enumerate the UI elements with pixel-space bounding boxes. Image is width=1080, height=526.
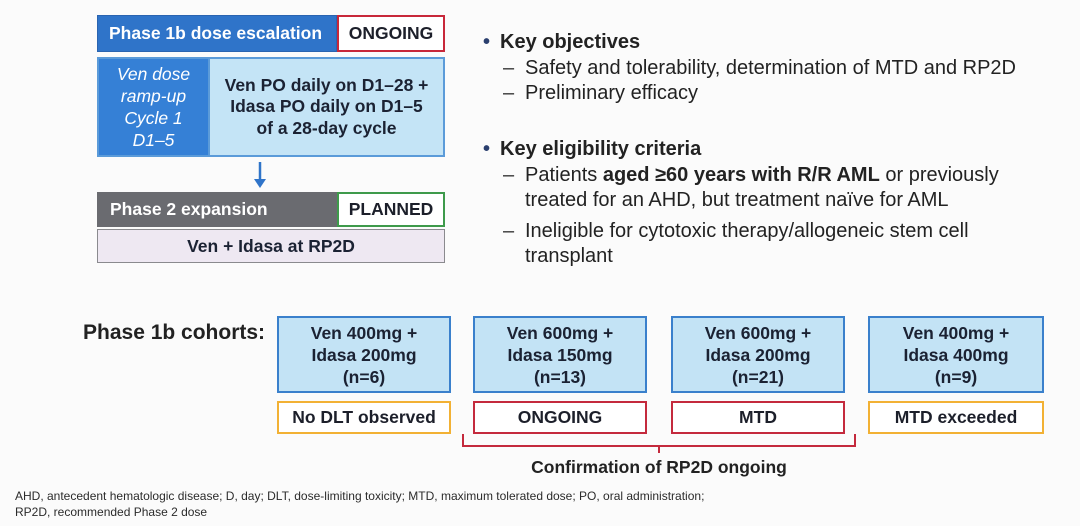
footnote-line: AHD, antecedent hematologic disease; D, … <box>15 489 705 503</box>
objective-item: Safety and tolerability, determination o… <box>503 56 1016 80</box>
cohort-line: Idasa 200mg <box>311 344 417 365</box>
rampup-line: ramp-up <box>120 86 187 106</box>
eligibility-item: Ineligible for cytotoxic therapy/allogen… <box>503 219 969 243</box>
regimen-line: Idasa PO daily on D1–5 <box>230 96 423 117</box>
objective-item: Preliminary efficacy <box>503 81 698 105</box>
escalation-status-badge: ONGOING <box>337 15 445 52</box>
escalation-header: Phase 1b dose escalation <box>97 15 337 52</box>
eligibility-item: Patients aged ≥60 years with R/R AML or … <box>503 163 999 187</box>
expansion-header: Phase 2 expansion <box>97 192 337 227</box>
bracket <box>462 434 856 453</box>
cohort-line: Ven 400mg + <box>310 322 418 343</box>
escalation-regimen-box: Ven PO daily on D1–28 + Idasa PO daily o… <box>208 59 443 155</box>
rampup-line: Ven dose <box>116 64 191 84</box>
expansion-regimen-box: Ven + Idasa at RP2D <box>97 229 445 263</box>
cohort-line: (n=21) <box>731 366 785 387</box>
eligibility-text: or previously <box>879 164 999 186</box>
cohort-line: Idasa 200mg <box>705 344 811 365</box>
escalation-body: Ven dose ramp-up Cycle 1 D1–5 Ven PO dai… <box>97 57 445 157</box>
footnote: AHD, antecedent hematologic disease; D, … <box>15 488 704 520</box>
eligibility-heading: Key eligibility criteria <box>483 137 701 161</box>
regimen-line: of a 28-day cycle <box>256 117 397 138</box>
cohort-line: (n=13) <box>533 366 587 387</box>
cohort-box: Ven 400mg + Idasa 400mg (n=9) <box>868 316 1044 393</box>
cohort-status-badge: ONGOING <box>473 401 647 434</box>
cohort-box: Ven 600mg + Idasa 150mg (n=13) <box>473 316 647 393</box>
eligibility-item-continued: transplant <box>525 245 613 267</box>
rampup-line: D1–5 <box>132 130 175 150</box>
eligibility-emphasis: aged ≥60 years with R/R AML <box>602 164 880 186</box>
cohort-status-badge: No DLT observed <box>277 401 451 434</box>
cohort-box: Ven 400mg + Idasa 200mg (n=6) <box>277 316 451 393</box>
cohort-line: (n=9) <box>934 366 978 387</box>
cohort-line: (n=6) <box>342 366 386 387</box>
cohort-line: Ven 600mg + <box>506 322 614 343</box>
footnote-line: RP2D, recommended Phase 2 dose <box>15 505 208 519</box>
regimen-line: Ven PO daily on D1–28 + <box>224 74 429 95</box>
rampup-line: Cycle 1 <box>124 108 183 128</box>
cohort-line: Ven 600mg + <box>704 322 812 343</box>
eligibility-text: Patients <box>525 164 603 186</box>
cohort-line: Ven 400mg + <box>902 322 1010 343</box>
cohort-status-badge: MTD <box>671 401 845 434</box>
rampup-box: Ven dose ramp-up Cycle 1 D1–5 <box>99 59 208 155</box>
down-arrow-icon <box>254 162 266 188</box>
cohorts-label: Phase 1b cohorts: <box>83 321 266 344</box>
cohort-line: Idasa 400mg <box>903 344 1009 365</box>
bracket-label: Confirmation of RP2D ongoing <box>531 457 787 477</box>
cohort-box: Ven 600mg + Idasa 200mg (n=21) <box>671 316 845 393</box>
expansion-status-badge: PLANNED <box>337 192 445 227</box>
cohort-status-badge: MTD exceeded <box>868 401 1044 434</box>
eligibility-item-continued: treated for an AHD, but treatment naïve … <box>525 189 949 211</box>
cohort-line: Idasa 150mg <box>507 344 613 365</box>
objectives-heading: Key objectives <box>483 30 640 54</box>
